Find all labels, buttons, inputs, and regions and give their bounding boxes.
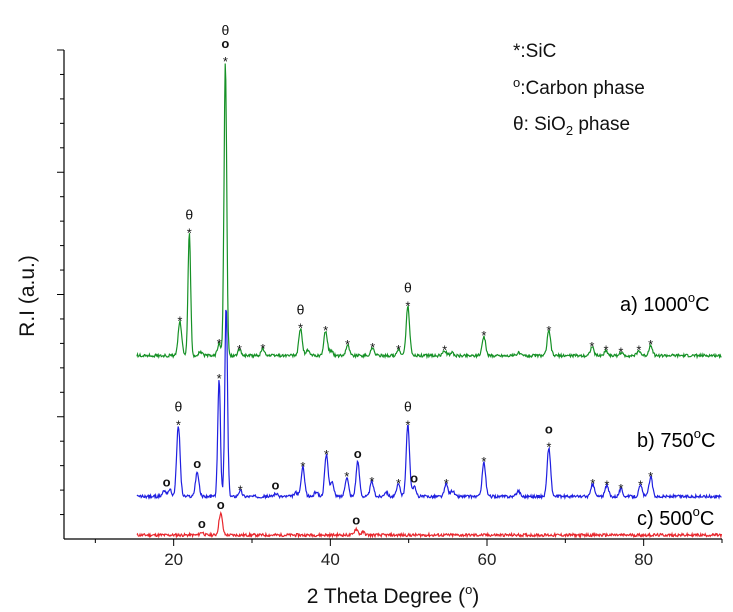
carbon-marker: o	[221, 36, 229, 51]
sic-marker: *	[370, 340, 375, 355]
legend-sio2-tail: phase	[573, 114, 630, 135]
sic-marker: *	[648, 337, 653, 352]
legend-sic: *:SiC	[513, 41, 556, 62]
legend-sio2-text: : SiO	[524, 114, 566, 135]
x-ticks: 20 40 60 80	[94, 539, 723, 569]
sic-marker: *	[546, 323, 551, 338]
sic-marker: *	[618, 345, 623, 360]
sic-marker: *	[177, 313, 182, 328]
carbon-marker: o	[410, 471, 418, 486]
x-axis-title-main: 2 Theta Degree (	[307, 585, 465, 608]
sic-marker: *	[187, 225, 192, 240]
sic-marker: *	[405, 418, 410, 433]
legend-sio2-symbol: θ	[513, 114, 524, 135]
series-label-750c-main: b) 750	[637, 430, 694, 452]
sic-marker: *	[300, 459, 305, 474]
sic-marker: *	[176, 418, 181, 433]
x-axis-title: 2 Theta Degree (o)	[307, 582, 480, 608]
sic-marker: *	[217, 371, 222, 386]
sio2-marker: θ	[404, 280, 412, 296]
sio2-marker: θ	[297, 302, 305, 318]
sic-marker: *	[369, 474, 374, 489]
sic-marker: *	[604, 478, 609, 493]
peak-markers: **θ**oθ* **θ** * **θ** ** * * * *o*θo** o***o* **θ…	[163, 22, 654, 531]
sic-marker: *	[618, 481, 623, 496]
x-tick-label: 20	[164, 550, 183, 569]
sio2-marker: θ	[404, 399, 412, 415]
sic-marker: *	[546, 440, 551, 455]
sio2-marker: θ	[174, 399, 182, 415]
series-label-750c: b) 750oC	[637, 426, 715, 452]
legend-sio2: θ: SiO2 phase	[513, 114, 630, 138]
sic-marker: *	[638, 478, 643, 493]
series-label-750c-sup: o	[694, 426, 701, 441]
sio2-marker: θ	[185, 206, 193, 222]
series-labels: a) 1000oC b) 750oC c) 500oC	[620, 290, 715, 530]
legend-sio2-sub: 2	[566, 123, 573, 138]
sic-marker: *	[223, 54, 228, 69]
sic-marker: *	[589, 339, 594, 354]
carbon-marker: o	[272, 478, 280, 493]
carbon-marker: o	[545, 422, 553, 437]
sic-marker: *	[636, 343, 641, 358]
sic-marker: *	[442, 343, 447, 358]
carbon-marker: o	[163, 475, 171, 490]
sic-marker: *	[396, 342, 401, 357]
legend-carbon-text: :Carbon phase	[520, 78, 645, 99]
carbon-marker: o	[193, 456, 201, 471]
legend-carbon-symbol: o	[513, 75, 520, 90]
series-label-1000c: a) 1000oC	[620, 290, 710, 316]
sio2-marker: θ	[221, 22, 229, 38]
sic-marker: *	[481, 454, 486, 469]
sic-marker: *	[217, 336, 222, 351]
carbon-marker: o	[352, 513, 360, 528]
sic-marker: *	[260, 341, 265, 356]
sic-marker: *	[344, 469, 349, 484]
y-ticks	[57, 49, 64, 516]
sic-marker: *	[324, 447, 329, 462]
sic-marker: *	[444, 476, 449, 491]
series-line	[136, 63, 722, 360]
series-label-500c-main: c) 500	[637, 508, 693, 530]
carbon-marker: o	[217, 497, 225, 512]
series-label-500c: c) 500oC	[637, 504, 714, 530]
legend-sic-text: :SiC	[520, 41, 556, 62]
series-label-1000c-main: a) 1000	[620, 294, 688, 316]
sic-marker: *	[396, 476, 401, 491]
series-line	[136, 309, 722, 501]
series-label-500c-sup: o	[693, 504, 700, 519]
legend: *:SiC o:Carbon phase θ: SiO2 phase	[513, 41, 645, 138]
carbon-marker: o	[198, 516, 206, 531]
x-tick-label: 60	[478, 550, 497, 569]
legend-carbon: o:Carbon phase	[513, 75, 645, 99]
sic-marker: *	[345, 337, 350, 352]
sic-marker: *	[481, 328, 486, 343]
sic-marker: *	[323, 323, 328, 338]
x-axis-title-sup: o	[465, 582, 472, 597]
series-label-500c-tail: C	[700, 508, 714, 530]
sic-marker: *	[590, 476, 595, 491]
x-axis-title-tail: )	[472, 585, 479, 608]
sic-marker: *	[405, 299, 410, 314]
series-label-1000c-sup: o	[688, 290, 695, 305]
sic-marker: *	[237, 342, 242, 357]
legend-sic-symbol: *	[513, 41, 521, 62]
sic-marker: *	[604, 343, 609, 358]
series-label-1000c-tail: C	[695, 294, 709, 316]
x-tick-label: 40	[321, 550, 340, 569]
series-layer	[136, 63, 723, 539]
carbon-marker: o	[354, 446, 362, 461]
sic-marker: *	[298, 321, 303, 336]
series-line	[136, 511, 723, 539]
series-label-750c-tail: C	[701, 430, 715, 452]
y-axis-title: R.I (a.u.)	[16, 255, 39, 337]
sic-marker: *	[648, 469, 653, 484]
x-tick-label: 80	[634, 550, 653, 569]
sic-marker: *	[238, 483, 243, 498]
